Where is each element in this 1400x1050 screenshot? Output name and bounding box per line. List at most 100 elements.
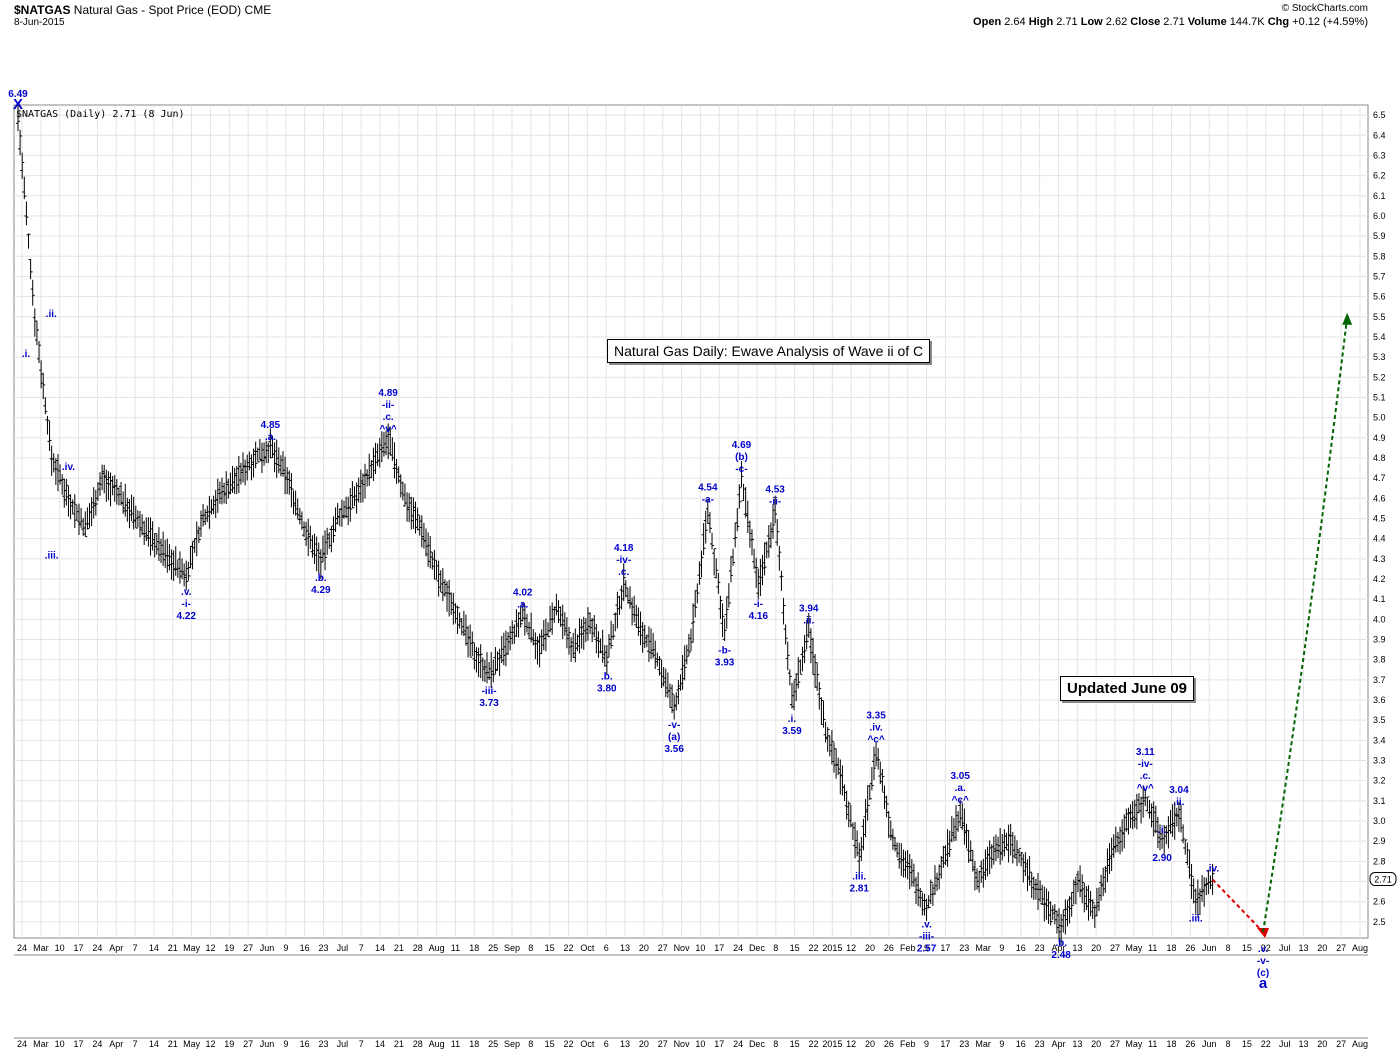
high-label: High — [1028, 16, 1054, 28]
volume-value: 144.7K — [1229, 16, 1265, 28]
wave-label: 3.59 — [782, 726, 802, 737]
y-tick-label: 4.1 — [1373, 594, 1386, 604]
wave-label: .iv. — [1206, 864, 1219, 875]
wave-label: -v- — [1257, 956, 1269, 967]
x-tick-label-bottom: 10 — [55, 1039, 65, 1049]
wave-label: 2.48 — [1051, 950, 1071, 961]
open-label: Open — [973, 16, 1002, 28]
x-tick-label: 8 — [773, 943, 778, 953]
wave-label: .b. — [315, 573, 327, 584]
wave-label: 4.22 — [177, 611, 197, 622]
y-tick-label: 4.7 — [1373, 473, 1386, 483]
y-tick-label: 3.5 — [1373, 715, 1386, 725]
x-tick-label: 6 — [604, 943, 609, 953]
chart-date: 8-Jun-2015 — [14, 17, 65, 28]
x-tick-label: 7 — [133, 943, 138, 953]
plot-area — [13, 104, 1369, 939]
x-tick-label: 27 — [243, 943, 253, 953]
description: Natural Gas - Spot Price (EOD) — [73, 3, 242, 17]
wave-label: X — [13, 96, 23, 113]
exchange: CME — [244, 3, 272, 17]
x-tick-label-bottom: 19 — [224, 1039, 234, 1049]
x-tick-label: 10 — [55, 943, 65, 953]
wave-label: -i- — [182, 599, 191, 610]
x-tick-label: May — [183, 943, 201, 953]
x-tick-label-bottom: Jul — [1279, 1039, 1291, 1049]
x-tick-label-bottom: 23 — [1035, 1039, 1045, 1049]
wave-label: -i- — [754, 599, 763, 610]
x-tick-label-bottom: 17 — [74, 1039, 84, 1049]
x-tick-label: May — [1125, 943, 1143, 953]
projection-down-line — [1211, 878, 1264, 933]
wave-label: 6.49 — [8, 89, 28, 100]
x-tick-label: 22 — [808, 943, 818, 953]
wave-label: ^v^ — [380, 424, 397, 435]
y-tick-label: 3.8 — [1373, 655, 1386, 665]
x-tick-label-bottom: 8 — [1226, 1039, 1231, 1049]
x-tick-label-bottom: 24 — [92, 1039, 102, 1049]
x-tick-label: 23 — [319, 943, 329, 953]
y-tick-label: 5.8 — [1373, 251, 1386, 261]
x-tick-label-bottom: 16 — [1016, 1039, 1026, 1049]
low-value: 2.62 — [1105, 16, 1128, 28]
y-tick-label: 4.3 — [1373, 554, 1386, 564]
x-tick-label: 11 — [451, 943, 460, 953]
x-tick-label-bottom: 20 — [1091, 1039, 1101, 1049]
y-tick-label: 2.6 — [1373, 897, 1386, 907]
wave-label: a — [1259, 975, 1268, 992]
x-tick-label: 17 — [940, 943, 950, 953]
x-tick-label-bottom: 21 — [168, 1039, 178, 1049]
x-tick-label: 13 — [620, 943, 630, 953]
high-value: 2.71 — [1056, 16, 1078, 28]
y-tick-label: 3.4 — [1373, 735, 1386, 745]
chg-value: +0.12 (+4.59%) — [1292, 16, 1368, 28]
x-tick-label: 14 — [375, 943, 385, 953]
x-tick-label: 9 — [283, 943, 288, 953]
x-tick-label-bottom: 14 — [149, 1039, 159, 1049]
y-tick-label: 6.3 — [1373, 150, 1386, 160]
x-tick-label-bottom: 14 — [375, 1039, 385, 1049]
x-tick-label-bottom: 27 — [658, 1039, 668, 1049]
y-tick-label: 4.2 — [1373, 574, 1386, 584]
x-tick-label: Mar — [975, 943, 991, 953]
x-tick-label-bottom: Oct — [580, 1039, 595, 1049]
x-tick-label: 12 — [205, 943, 215, 953]
wave-label: -iv- — [616, 555, 631, 566]
title-box: Natural Gas Daily: Ewave Analysis of Wav… — [607, 339, 931, 363]
y-tick-label: 4.6 — [1373, 493, 1386, 503]
x-tick-label: 16 — [1016, 943, 1026, 953]
x-tick-label-bottom: 13 — [620, 1039, 630, 1049]
x-tick-label-bottom: 22 — [808, 1039, 818, 1049]
x-tick-label: 16 — [300, 943, 310, 953]
wave-label: .a. — [955, 783, 966, 794]
x-tick-label: Mar — [33, 943, 49, 953]
x-tick-label-bottom: 12 — [205, 1039, 215, 1049]
x-tick-label: Nov — [674, 943, 691, 953]
wave-label: 2.57 — [917, 944, 937, 955]
y-tick-label: 6.0 — [1373, 211, 1386, 221]
wave-label: -v- — [668, 720, 680, 731]
x-tick-label: 24 — [733, 943, 743, 953]
x-tick-label-bottom: 15 — [1242, 1039, 1252, 1049]
x-tick-label-bottom: Jun — [260, 1039, 275, 1049]
y-tick-label: 3.0 — [1373, 816, 1386, 826]
y-tick-label: 2.5 — [1373, 917, 1386, 927]
x-tick-label-bottom: 27 — [1336, 1039, 1346, 1049]
wave-label: .i. — [1158, 825, 1167, 836]
x-tick-label-bottom: 17 — [940, 1039, 950, 1049]
wave-label: 3.05 — [950, 771, 970, 782]
x-tick-label: Feb — [900, 943, 916, 953]
x-tick-label-bottom: 26 — [884, 1039, 894, 1049]
y-tick-label: 5.7 — [1373, 271, 1386, 281]
x-tick-label-bottom: 12 — [846, 1039, 856, 1049]
x-tick-label-bottom: 23 — [319, 1039, 329, 1049]
projection-up-arrow — [1342, 312, 1353, 325]
x-tick-label: 10 — [695, 943, 705, 953]
y-tick-label: 4.9 — [1373, 433, 1386, 443]
y-tick-label: 4.0 — [1373, 614, 1386, 624]
wave-label: -ii- — [382, 400, 394, 411]
x-tick-label-bottom: Nov — [674, 1039, 691, 1049]
projection-down-arrow — [1257, 927, 1270, 938]
x-tick-label-bottom: 11 — [1148, 1039, 1157, 1049]
wave-label: 3.35 — [866, 710, 886, 721]
